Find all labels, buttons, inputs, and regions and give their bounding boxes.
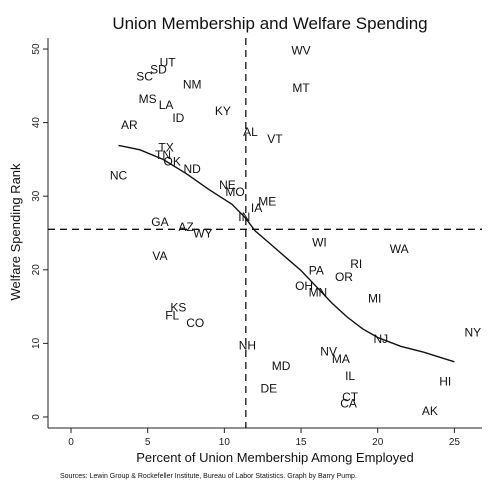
- data-point-wi: WI: [312, 236, 327, 250]
- y-tick-label: 40: [31, 117, 42, 129]
- data-point-oh: OH: [295, 279, 313, 293]
- data-point-ms: MS: [139, 92, 157, 106]
- x-tick-label: 10: [219, 437, 231, 448]
- x-axis: 0 5 10 15 20 25: [68, 428, 460, 448]
- data-point-ga: GA: [151, 215, 168, 229]
- data-point-me: ME: [258, 194, 276, 208]
- data-point-sd: SD: [150, 63, 167, 77]
- y-axis: 0 10 20 30 40 50: [31, 43, 48, 420]
- data-point-ky: KY: [215, 104, 231, 118]
- data-point-nj: NJ: [373, 332, 388, 346]
- data-point-ct: CT: [342, 390, 359, 404]
- data-point-nv: NV: [320, 344, 337, 358]
- data-point-va: VA: [152, 249, 167, 263]
- data-point-in: IN: [238, 210, 250, 224]
- data-point-id: ID: [172, 111, 184, 125]
- data-point-hi: HI: [439, 375, 451, 389]
- data-point-tx: TX: [158, 141, 173, 155]
- data-point-ri: RI: [350, 257, 362, 271]
- x-axis-label: Percent of Union Membership Among Employ…: [136, 450, 413, 465]
- data-point-sc: SC: [136, 69, 153, 83]
- data-point-ne: NE: [219, 178, 236, 192]
- y-tick-label: 0: [31, 414, 42, 420]
- data-point-ak: AK: [422, 404, 438, 418]
- trend-line: [118, 144, 455, 363]
- data-point-ks: KS: [170, 300, 186, 314]
- y-tick-label: 20: [31, 264, 42, 276]
- chart-title: Union Membership and Welfare Spending: [112, 14, 427, 33]
- data-point-co: CO: [186, 316, 204, 330]
- data-point-pa: PA: [309, 264, 324, 278]
- data-point-mo: MO: [225, 185, 244, 199]
- data-point-wv: WV: [291, 44, 310, 58]
- x-tick-label: 0: [68, 437, 74, 448]
- data-point-nh: NH: [239, 339, 256, 353]
- data-point-vt: VT: [267, 132, 283, 146]
- data-point-ny: NY: [464, 325, 481, 339]
- plot-frame: [47, 38, 482, 429]
- data-point-or: OR: [335, 270, 353, 284]
- data-point-wa: WA: [390, 242, 409, 256]
- data-point-tn: TN: [155, 148, 171, 162]
- x-tick-label: 20: [372, 437, 384, 448]
- data-point-al: AL: [243, 125, 258, 139]
- data-point-nm: NM: [183, 77, 202, 91]
- source-note: Sources: Lewin Group & Rockefeller Insti…: [60, 473, 357, 480]
- data-point-mi: MI: [368, 291, 381, 305]
- x-tick-label: 5: [145, 437, 151, 448]
- trend-line-group: [118, 144, 455, 363]
- data-point-md: MD: [272, 359, 291, 373]
- data-point-il: IL: [345, 369, 355, 383]
- reference-lines: [48, 38, 482, 428]
- data-point-nc: NC: [110, 169, 128, 183]
- data-point-nd: ND: [183, 162, 201, 176]
- x-tick-label: 25: [449, 437, 461, 448]
- data-point-ar: AR: [121, 118, 138, 132]
- data-point-az: AZ: [178, 220, 193, 234]
- data-point-mn: MN: [309, 286, 328, 300]
- data-point-ia: IA: [251, 201, 262, 215]
- data-point-mt: MT: [292, 81, 310, 95]
- data-point-ut: UT: [160, 55, 177, 69]
- data-point-ok: OK: [164, 155, 181, 169]
- data-point-fl: FL: [165, 308, 179, 322]
- data-point-wy: WY: [193, 227, 212, 241]
- y-tick-label: 30: [31, 190, 42, 202]
- data-point-ca: CA: [340, 397, 357, 411]
- data-point-ma: MA: [332, 352, 350, 366]
- data-point-de: DE: [260, 381, 277, 395]
- y-axis-label: Welfare Spending Rank: [8, 163, 23, 301]
- data-point-la: LA: [159, 98, 174, 112]
- y-tick-label: 10: [31, 337, 42, 349]
- y-tick-label: 50: [31, 43, 42, 55]
- x-tick-label: 15: [295, 437, 307, 448]
